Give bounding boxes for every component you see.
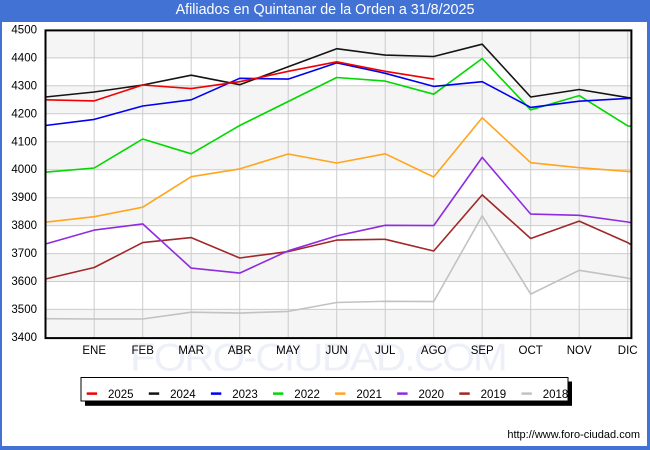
svg-text:3600: 3600: [11, 276, 37, 288]
svg-text:2021: 2021: [356, 389, 382, 401]
svg-text:2018: 2018: [543, 389, 569, 401]
svg-text:2019: 2019: [481, 389, 507, 401]
svg-text:MAR: MAR: [178, 345, 204, 357]
svg-text:3400: 3400: [11, 332, 37, 344]
svg-text:2022: 2022: [294, 389, 320, 401]
svg-text:2020: 2020: [419, 389, 445, 401]
svg-text:MAY: MAY: [276, 345, 300, 357]
svg-text:SEP: SEP: [471, 345, 494, 357]
svg-text:DIC: DIC: [618, 345, 638, 357]
svg-text:3500: 3500: [11, 304, 37, 316]
svg-text:4100: 4100: [11, 136, 37, 148]
svg-text:4300: 4300: [11, 80, 37, 92]
svg-text:FORO-CIUDAD.COM: FORO-CIUDAD.COM: [130, 335, 506, 379]
svg-text:3800: 3800: [11, 220, 37, 232]
svg-text:FEB: FEB: [132, 345, 155, 357]
svg-text:OCT: OCT: [519, 345, 543, 357]
svg-text:3700: 3700: [11, 248, 37, 260]
svg-text:NOV: NOV: [567, 345, 592, 357]
svg-text:ENE: ENE: [82, 345, 106, 357]
svg-text:2023: 2023: [232, 389, 258, 401]
svg-text:3900: 3900: [11, 192, 37, 204]
svg-text:4000: 4000: [11, 164, 37, 176]
svg-text:JUL: JUL: [375, 345, 396, 357]
svg-text:4200: 4200: [11, 108, 37, 120]
svg-text:4500: 4500: [11, 24, 37, 36]
svg-text:JUN: JUN: [326, 345, 348, 357]
svg-text:4400: 4400: [11, 52, 37, 64]
svg-text:2025: 2025: [108, 389, 134, 401]
svg-text:2024: 2024: [170, 389, 196, 401]
svg-text:AGO: AGO: [421, 345, 447, 357]
svg-text:http://www.foro-ciudad.com: http://www.foro-ciudad.com: [507, 429, 640, 441]
svg-text:ABR: ABR: [228, 345, 252, 357]
